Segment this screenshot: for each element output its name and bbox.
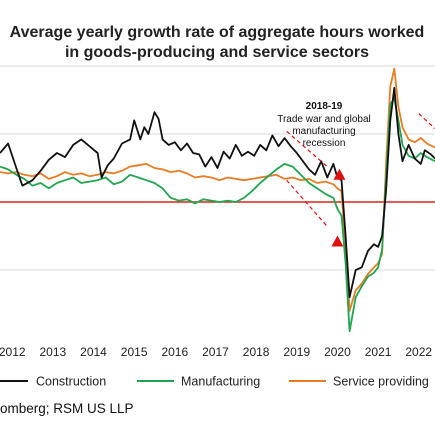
annotation-triangle-2 xyxy=(331,235,344,247)
annotation-line-3: recession xyxy=(303,138,346,149)
annotation-triangle-1 xyxy=(333,168,346,180)
x-tick-label: 2013 xyxy=(39,345,66,359)
series-layer xyxy=(0,67,435,333)
annotation-year: 2018-19 xyxy=(306,101,343,112)
gridlines xyxy=(0,65,435,271)
x-tick-label: 2016 xyxy=(161,345,188,359)
annotation-line-2: manufacturing xyxy=(292,126,355,137)
x-tick-label: 2018 xyxy=(243,345,270,359)
x-axis-ticks: 2012 2013 2014 2015 2016 2017 2018 2019 2020 2021… xyxy=(0,345,432,359)
chart-title-line1: Average yearly growth rate of aggregate … xyxy=(10,24,425,41)
annotation-arrow-1 xyxy=(286,130,328,168)
annotation-arrow-2 xyxy=(286,179,328,227)
annotation-arrow-3 xyxy=(418,113,435,130)
annotation-layer: 2018-19 Trade war and global manufacturi… xyxy=(277,101,435,247)
x-tick-label: 2020 xyxy=(324,345,351,359)
source-note: omberg; RSM US LLP xyxy=(0,401,134,416)
series-line-manufacturing xyxy=(0,97,435,333)
series-line-construction xyxy=(0,86,435,299)
legend: Construction Manufacturing Service provi… xyxy=(0,375,429,389)
x-tick-label: 2021 xyxy=(365,345,392,359)
chart-title-line2: in goods-producing and service sectors xyxy=(65,44,369,61)
x-tick-label: 2019 xyxy=(283,345,310,359)
x-tick-label: 2012 xyxy=(0,345,26,359)
legend-label-manufacturing: Manufacturing xyxy=(181,375,260,389)
x-tick-label: 2015 xyxy=(121,345,148,359)
legend-label-construction: Construction xyxy=(36,375,106,389)
x-tick-label: 2017 xyxy=(202,345,229,359)
annotation-line-1: Trade war and global xyxy=(277,114,371,125)
legend-label-service-providing: Service providing xyxy=(333,375,429,389)
x-tick-label: 2014 xyxy=(80,345,107,359)
x-tick-label: 2022 xyxy=(405,345,432,359)
